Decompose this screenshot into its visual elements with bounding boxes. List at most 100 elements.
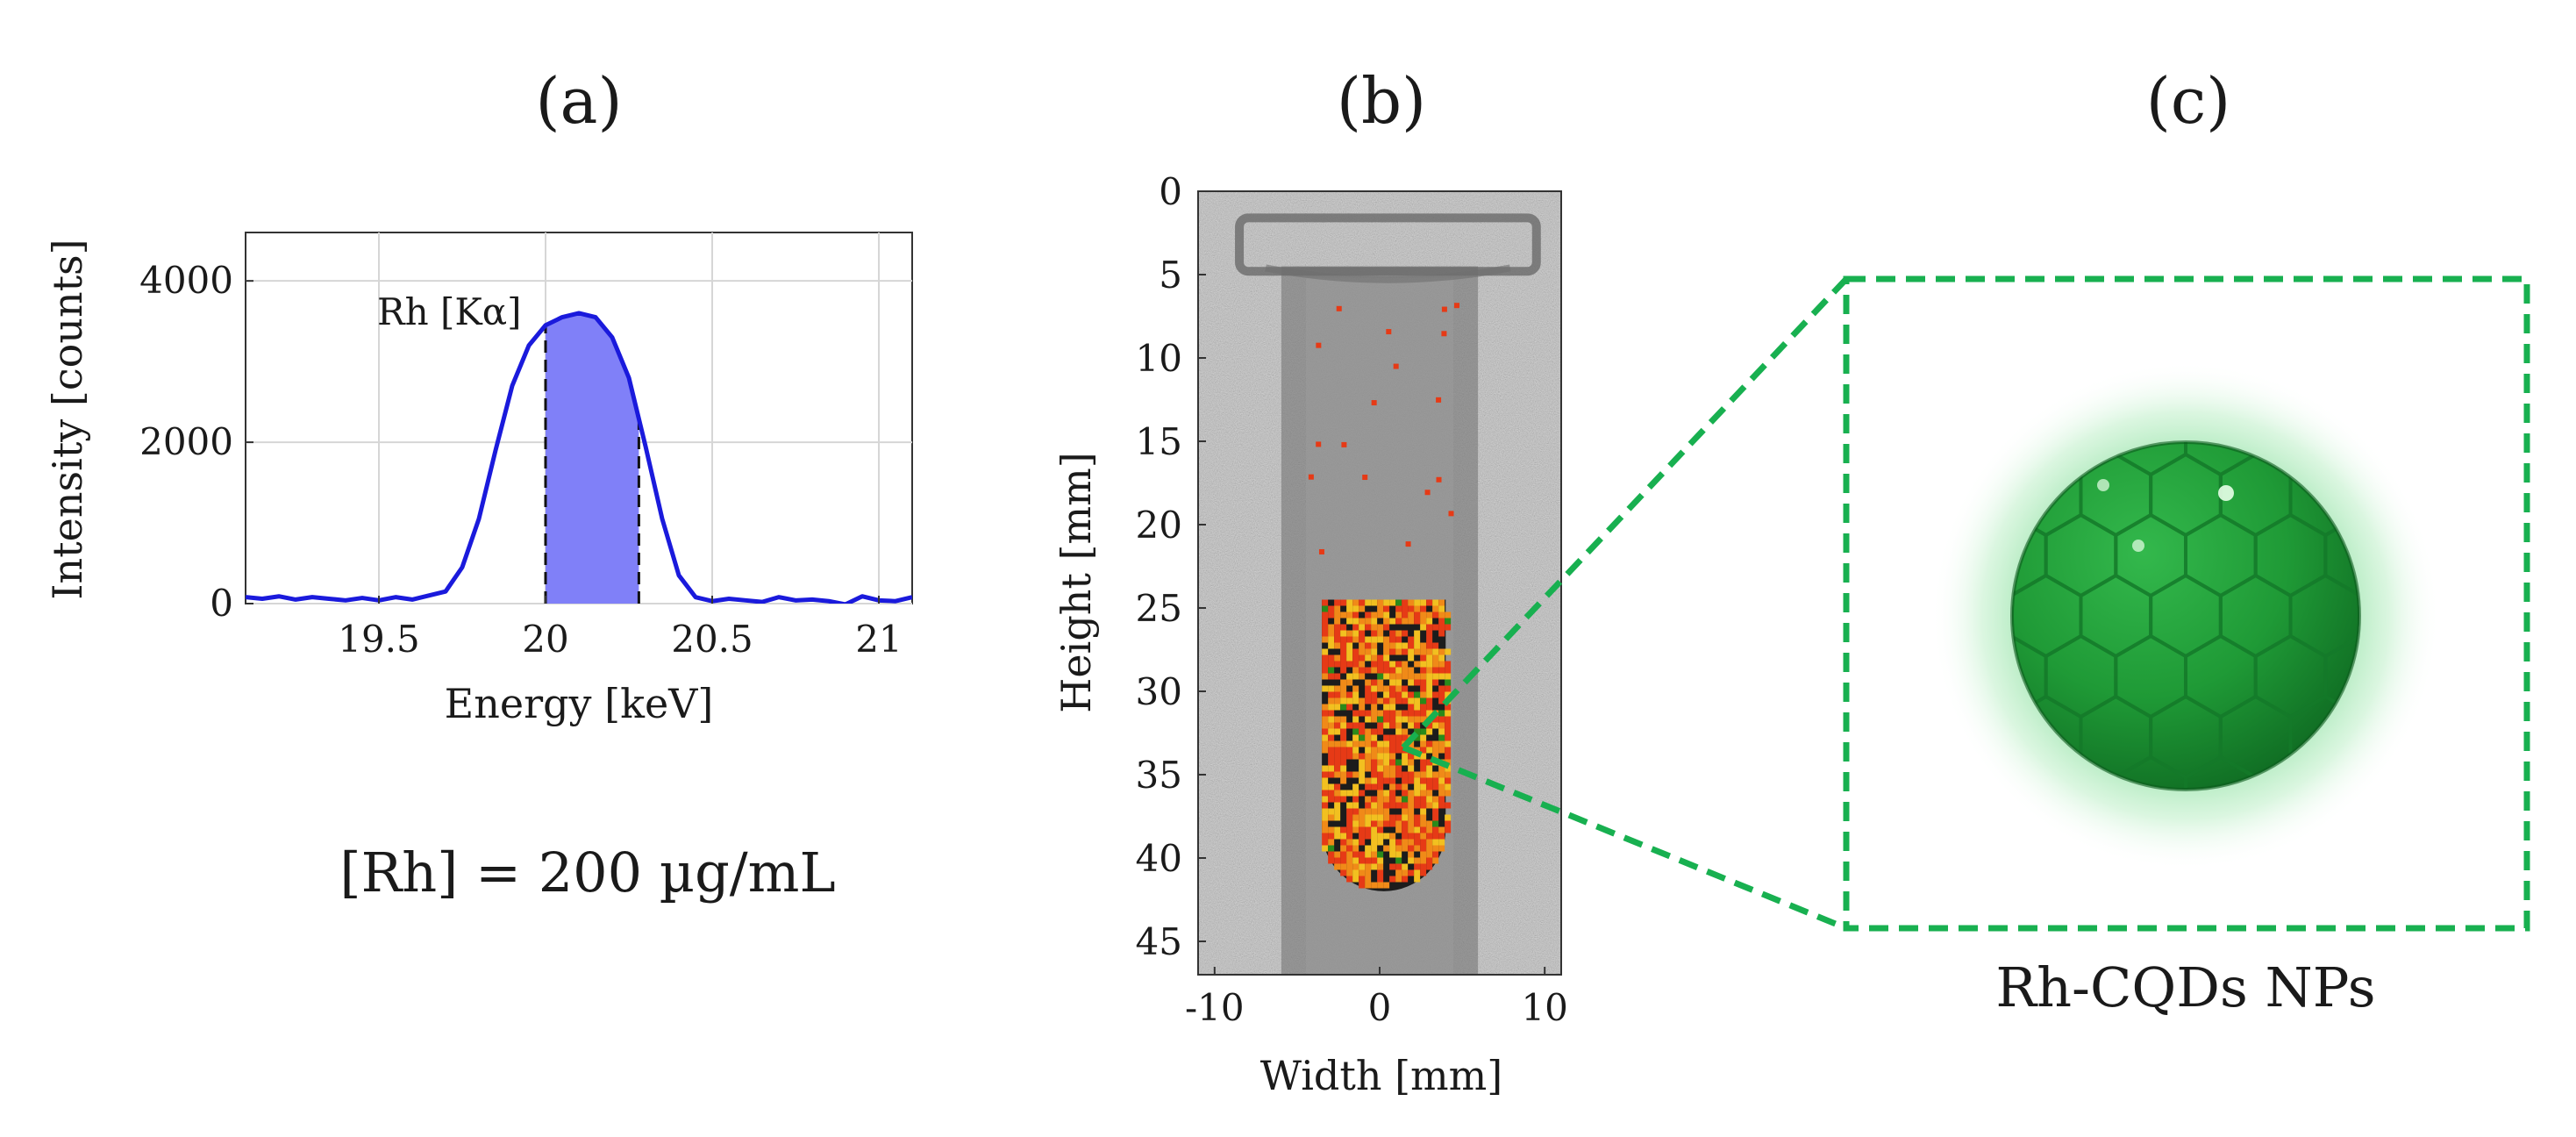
fluorescence-pixel [1383, 802, 1390, 809]
fluorescence-pixel [1322, 710, 1329, 717]
fluorescence-pixel [1402, 599, 1409, 606]
fluorescence-pixel [1420, 740, 1427, 747]
fluorescence-pixel [1377, 857, 1384, 864]
fluorescence-pixel [1371, 716, 1378, 723]
fluorescence-pixel [1365, 685, 1372, 692]
fluorescence-pixel [1340, 691, 1347, 698]
fluorescence-pixel [1377, 630, 1384, 637]
fluorescence-pixel [1438, 654, 1445, 661]
fluorescence-pixel [1352, 624, 1359, 631]
fluorescence-pixel [1352, 734, 1359, 741]
fluorescence-pixel [1371, 697, 1378, 704]
fluorescence-pixel [1408, 851, 1415, 858]
fluorescence-pixel [1365, 642, 1372, 649]
fluorescence-pixel [1426, 722, 1433, 729]
zoom-connector-lines [1401, 276, 1849, 932]
fluorescence-pixel [1395, 740, 1402, 747]
fluorescence-pixel [1395, 679, 1402, 686]
fluorescence-pixel [1377, 654, 1384, 661]
fluorescence-pixel [1371, 685, 1378, 692]
fluorescence-pixel [1340, 857, 1347, 864]
fluorescence-pixel [1383, 722, 1390, 729]
fluorescence-pixel [1340, 661, 1347, 668]
fluorescence-pixel [1432, 667, 1439, 674]
fluorescence-pixel [1352, 876, 1359, 883]
fluorescence-pixel [1445, 611, 1452, 619]
fluorescence-pixel [1420, 728, 1427, 735]
fluorescence-pixel [1340, 765, 1347, 772]
fluorescence-pixel [1377, 851, 1384, 858]
fluorescence-pixel [1426, 673, 1433, 680]
fluorescence-pixel [1445, 728, 1452, 735]
fluorescence-pixel [1340, 790, 1347, 797]
fluorescence-pixel [1383, 642, 1390, 649]
fluorescence-pixel [1334, 716, 1341, 723]
fluorescence-pixel [1352, 691, 1359, 698]
fluorescence-pixel [1426, 845, 1433, 852]
fluorescence-pixel [1438, 599, 1445, 606]
fluorescence-pixel [1328, 753, 1335, 760]
fluorescence-pixel [1328, 833, 1335, 840]
fluorescence-pixel [1432, 624, 1439, 631]
fluorescence-pixel [1383, 667, 1390, 674]
fluorescence-pixel [1426, 790, 1433, 797]
fluorescence-pixel [1408, 869, 1415, 876]
fluorescence-pixel [1359, 728, 1366, 735]
fluorescence-pixel [1322, 611, 1329, 619]
fluorescence-pixel [1365, 648, 1372, 655]
fluorescence-pixel [1334, 642, 1341, 649]
fluorescence-pixel [1359, 777, 1366, 784]
highlight-spot [2097, 479, 2109, 491]
fluorescence-pixel [1402, 685, 1409, 692]
fluorescence-pixel [1426, 630, 1433, 637]
fluorescence-pixel [1328, 826, 1335, 833]
fluorescence-pixel [1426, 796, 1433, 803]
fluorescence-pixel [1334, 814, 1341, 821]
fluorescence-pixel [1359, 839, 1366, 846]
fluorescence-pixel [1383, 765, 1390, 772]
fluorescence-pixel [1346, 820, 1353, 827]
fluorescence-pixel [1334, 802, 1341, 809]
fluorescence-pixel [1328, 790, 1335, 797]
fluorescence-pixel [1408, 679, 1415, 686]
fluorescence-pixel [1395, 661, 1402, 668]
x-tick-label: 21 [855, 618, 902, 661]
fluorescence-pixel [1340, 716, 1347, 723]
fluorescence-pixel [1426, 697, 1433, 704]
fluorescence-pixel [1432, 833, 1439, 840]
fluorescence-pixel [1334, 728, 1341, 735]
fluorescence-pixel [1371, 851, 1378, 858]
fluorescence-pixel [1346, 839, 1353, 846]
fluorescence-pixel [1322, 783, 1329, 790]
fluorescence-pixel [1389, 642, 1396, 649]
fluorescence-pixel [1445, 648, 1452, 655]
x-tick-label: -10 [1185, 986, 1245, 1029]
fluorescence-pixel [1322, 605, 1329, 612]
fluorescence-pixel [1328, 771, 1335, 778]
spectrum-line-group [246, 311, 912, 604]
fluorescence-pixel [1426, 777, 1433, 784]
fluorescence-pixel [1395, 605, 1402, 612]
fluorescence-pixel [1334, 636, 1341, 643]
fluorescence-pixel [1340, 685, 1347, 692]
fluorescence-pixel [1352, 802, 1359, 809]
fluorescence-pixel [1359, 814, 1366, 821]
fluorescence-pixel [1346, 833, 1353, 840]
fluorescence-pixel [1334, 661, 1341, 668]
fluorescence-pixel [1395, 636, 1402, 643]
fluorescence-pixel [1383, 691, 1390, 698]
fluorescence-pixel [1445, 820, 1452, 827]
fluorescence-pixel [1420, 747, 1427, 754]
fluorescence-pixel [1432, 796, 1439, 803]
fluorescence-pixel [1334, 747, 1341, 754]
fluorescence-pixel [1408, 648, 1415, 655]
fluorescence-pixel [1334, 857, 1341, 864]
fluorescence-pixel [1346, 599, 1353, 606]
fluorescence-pixel [1402, 790, 1409, 797]
fluorescence-pixel [1438, 777, 1445, 784]
fluorescence-pixel [1414, 845, 1421, 852]
fluorescence-pixel [1389, 673, 1396, 680]
fluorescence-pixel [1328, 759, 1335, 766]
fluorescence-pixel [1389, 636, 1396, 643]
fluorescence-pixel [1438, 605, 1445, 612]
